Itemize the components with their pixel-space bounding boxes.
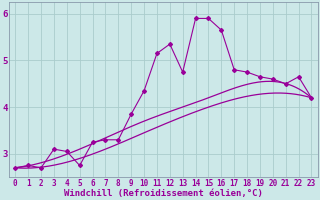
X-axis label: Windchill (Refroidissement éolien,°C): Windchill (Refroidissement éolien,°C) [64, 189, 263, 198]
